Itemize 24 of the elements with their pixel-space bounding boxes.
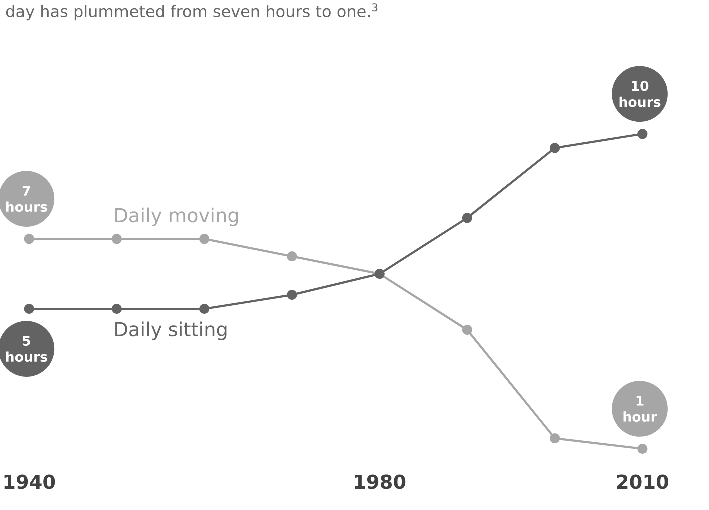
- chart-title: day has plummeted from seven hours to one.$^{3}$: [6, 4, 378, 21]
- x-tick-label: 2010: [617, 474, 668, 490]
- point: [112, 234, 122, 244]
- x-tick-label: 1980: [355, 474, 406, 490]
- point: [638, 444, 648, 454]
- point: [200, 304, 210, 314]
- point: [24, 234, 34, 244]
- series-label: Daily sitting: [116, 322, 227, 340]
- point: [287, 252, 298, 262]
- point: [550, 143, 560, 154]
- data-label: 7 hours: [6, 186, 48, 212]
- point: [462, 213, 473, 224]
- x-tick-label: 1940: [4, 474, 56, 490]
- point: [638, 129, 648, 140]
- series-label: Daily moving: [116, 208, 238, 226]
- point: [550, 433, 560, 444]
- point: [287, 290, 298, 300]
- point: [112, 304, 122, 314]
- point: [200, 234, 210, 244]
- data-label: 1 hour: [624, 396, 658, 422]
- data-label: 10 hours: [620, 81, 661, 108]
- point: [462, 324, 473, 336]
- point: [24, 304, 34, 314]
- data-label: 5 hours: [6, 336, 48, 362]
